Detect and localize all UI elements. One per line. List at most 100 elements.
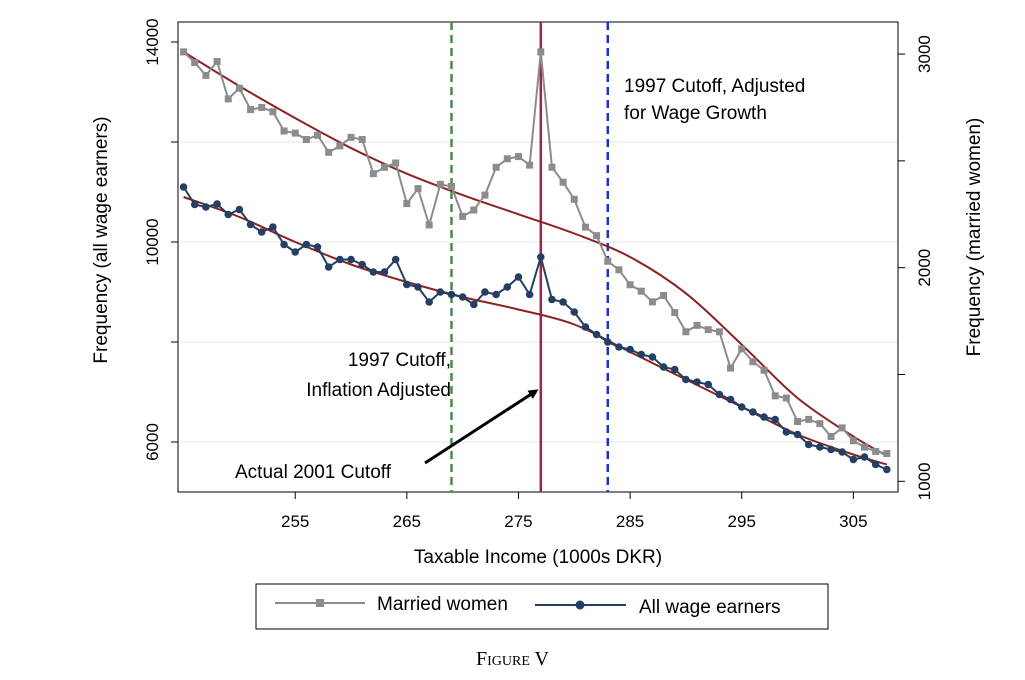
data-point-married-women xyxy=(861,443,869,451)
data-point-all-wage-earners xyxy=(280,240,288,249)
data-point-all-wage-earners xyxy=(760,413,768,421)
legend-marker-all-wage-earners xyxy=(575,600,585,610)
data-point-all-wage-earners xyxy=(659,363,668,371)
data-point-married-women xyxy=(481,191,489,199)
data-point-married-women xyxy=(637,287,645,295)
series xyxy=(179,48,891,474)
annotation-inflation-line1: 1997 Cutoff, xyxy=(348,350,451,371)
data-point-all-wage-earners xyxy=(224,210,233,219)
x-tick-label-295: 295 xyxy=(728,512,756,531)
data-point-married-women xyxy=(347,133,355,141)
data-point-married-women xyxy=(459,212,467,220)
data-point-married-women xyxy=(738,345,746,353)
trend-curve-0 xyxy=(183,51,888,457)
data-point-married-women xyxy=(470,206,478,214)
data-point-married-women xyxy=(280,127,288,135)
data-point-married-women xyxy=(247,106,255,114)
series-line-all-wage-earners xyxy=(182,186,888,471)
annotation-wage-growth-line2: for Wage Growth xyxy=(624,103,767,124)
data-point-all-wage-earners xyxy=(492,290,500,299)
data-point-all-wage-earners xyxy=(726,395,735,404)
y-axis-left-title: Frequency (all wage earners) xyxy=(91,116,112,363)
trend-curve-1 xyxy=(183,196,888,466)
data-point-married-women xyxy=(336,142,344,150)
data-point-married-women xyxy=(314,131,322,139)
data-point-married-women xyxy=(838,424,846,432)
data-point-all-wage-earners xyxy=(771,415,780,424)
data-point-married-women xyxy=(492,163,500,171)
data-point-married-women xyxy=(604,257,612,265)
series-married-women xyxy=(180,48,891,458)
data-point-all-wage-earners xyxy=(615,343,623,351)
data-point-married-women xyxy=(258,103,266,111)
data-point-all-wage-earners xyxy=(670,365,679,374)
data-point-married-women xyxy=(369,170,377,178)
data-point-all-wage-earners xyxy=(749,408,757,416)
data-point-all-wage-earners xyxy=(425,298,433,306)
data-point-all-wage-earners xyxy=(626,345,634,354)
data-point-married-women xyxy=(626,281,634,289)
data-point-all-wage-earners xyxy=(470,300,478,309)
data-point-all-wage-earners xyxy=(581,323,590,331)
data-point-all-wage-earners xyxy=(715,390,724,399)
data-point-married-women xyxy=(771,392,779,400)
y-left-tick-label-14000: 14000 xyxy=(143,18,162,65)
y-axis-right-title: Frequency (married women) xyxy=(964,118,985,357)
data-point-married-women xyxy=(760,366,768,374)
data-point-married-women xyxy=(827,432,835,440)
data-point-married-women xyxy=(537,48,545,56)
annotation-actual-2001: Actual 2001 Cutoff xyxy=(235,462,392,483)
data-point-all-wage-earners xyxy=(804,440,813,449)
data-point-all-wage-earners xyxy=(202,203,210,211)
data-point-married-women xyxy=(191,59,199,67)
data-point-all-wage-earners xyxy=(570,308,579,316)
legend-box xyxy=(255,583,829,630)
data-point-married-women xyxy=(615,266,623,274)
series-all-wage-earners xyxy=(179,183,891,474)
data-point-married-women xyxy=(202,71,210,79)
data-point-all-wage-earners xyxy=(291,248,300,256)
data-point-married-women xyxy=(235,84,243,92)
x-tick-label-305: 305 xyxy=(839,512,867,531)
x-tick-label-265: 265 xyxy=(393,512,421,531)
data-point-all-wage-earners xyxy=(481,288,489,296)
data-point-married-women xyxy=(224,95,232,103)
y-right-tick-label-3000: 3000 xyxy=(915,35,934,73)
data-point-all-wage-earners xyxy=(313,243,322,251)
data-point-married-women xyxy=(392,159,400,167)
data-point-all-wage-earners xyxy=(548,295,556,304)
data-point-married-women xyxy=(414,185,422,193)
data-point-all-wage-earners xyxy=(559,298,567,306)
y-right-tick-label-1000: 1000 xyxy=(915,462,934,500)
data-point-married-women xyxy=(559,178,567,186)
data-point-married-women xyxy=(715,328,723,336)
x-tick-label-275: 275 xyxy=(504,512,532,531)
data-point-all-wage-earners xyxy=(269,223,277,231)
data-point-all-wage-earners xyxy=(358,260,366,269)
data-point-married-women xyxy=(425,221,433,229)
legend-label-married-women: Married women xyxy=(377,594,508,615)
series-line-married-women xyxy=(182,51,888,455)
figure-caption: Figure V xyxy=(476,648,549,670)
data-point-married-women xyxy=(526,161,534,169)
data-point-all-wage-earners xyxy=(302,240,311,249)
data-point-all-wage-earners xyxy=(793,430,802,439)
data-point-married-women xyxy=(593,232,601,240)
reference-lines xyxy=(450,22,610,492)
data-point-all-wage-earners xyxy=(336,255,344,264)
annotation-inflation-line2: Inflation Adjusted xyxy=(306,380,451,401)
data-point-all-wage-earners xyxy=(838,448,846,456)
data-point-all-wage-earners xyxy=(782,428,791,436)
data-point-all-wage-earners xyxy=(883,465,891,474)
data-point-married-women xyxy=(671,309,679,317)
legend-marker-married-women xyxy=(316,599,324,607)
data-point-all-wage-earners xyxy=(592,330,601,339)
data-point-all-wage-earners xyxy=(860,453,869,461)
data-point-all-wage-earners xyxy=(704,380,713,389)
legend-label-all-wage-earners: All wage earners xyxy=(639,597,781,618)
data-point-all-wage-earners xyxy=(403,280,411,289)
data-point-married-women xyxy=(403,200,411,208)
x-tick-label-255: 255 xyxy=(281,512,309,531)
data-point-all-wage-earners xyxy=(603,338,612,346)
data-point-all-wage-earners xyxy=(693,378,701,386)
